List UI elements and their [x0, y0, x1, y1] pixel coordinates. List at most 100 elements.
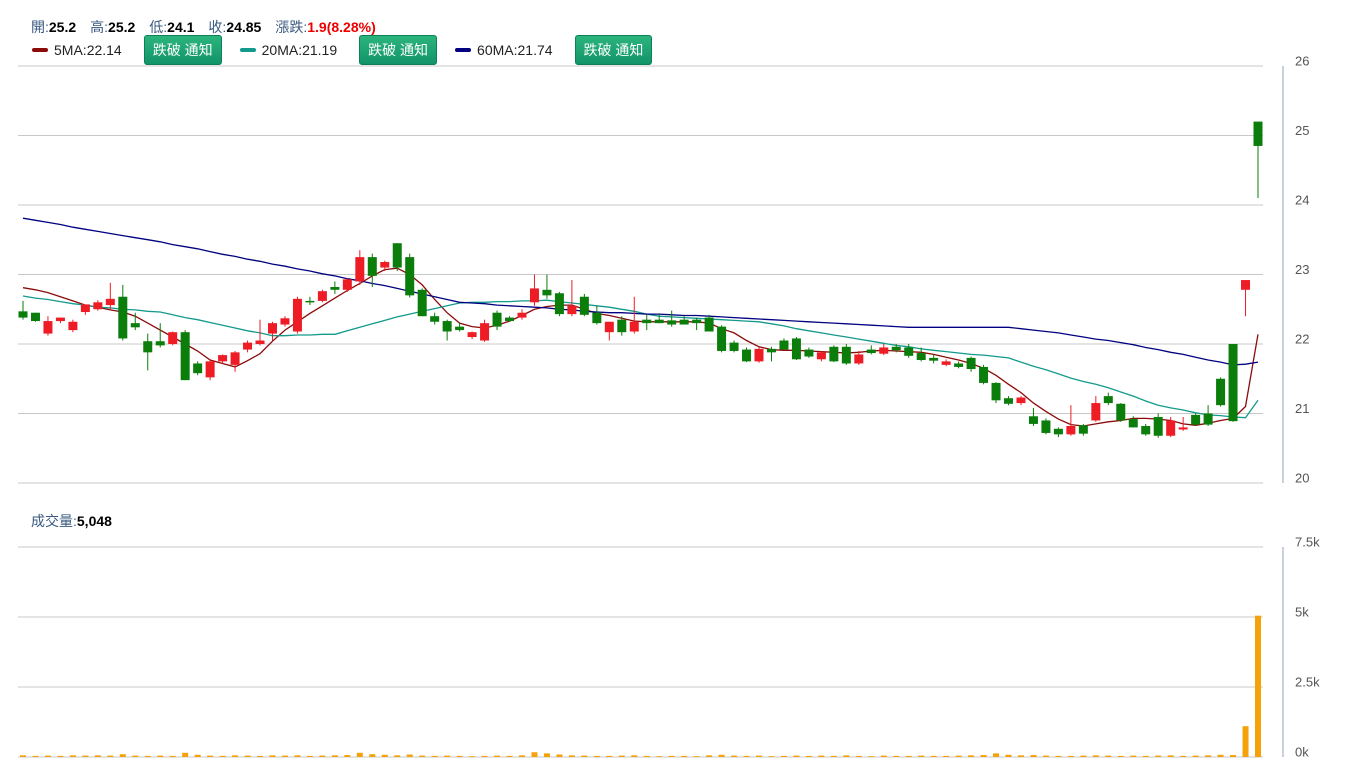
candle-body [704, 317, 714, 332]
candle-body [717, 326, 727, 351]
volume-bar [119, 754, 126, 757]
volume-bar [793, 755, 800, 757]
legend: 5MA: 22.14 跌破 通知 20MA: 21.19 跌破 通知 60MA: 21.74 跌… [32, 35, 670, 65]
candle-body [542, 289, 552, 296]
candle-body [579, 296, 589, 315]
volume-bar [1105, 755, 1112, 757]
volume-bar [1017, 755, 1024, 757]
candle-body [617, 319, 627, 333]
candle-body [367, 257, 377, 276]
candle-body [105, 298, 115, 306]
candle-body [380, 261, 390, 268]
volume-bar [157, 755, 164, 757]
volume-bar [1255, 615, 1261, 757]
volume-bar [69, 755, 76, 757]
y-tick-label: 2.5k [1295, 674, 1320, 689]
volume-bar [232, 755, 239, 757]
volume-bar [32, 755, 39, 757]
candle-body [118, 296, 128, 339]
candle-body [866, 349, 876, 354]
quote-value: 25.2 [108, 19, 136, 35]
legend-value: 22.14 [86, 42, 122, 58]
volume-bar [406, 754, 413, 757]
volume-bar [905, 755, 912, 757]
candle-body [1091, 403, 1101, 421]
volume-bar [993, 753, 1000, 757]
alert-button[interactable]: 跌破 通知 [359, 35, 438, 65]
volume-bar [855, 755, 862, 757]
legend-swatch [239, 48, 256, 52]
alert-button[interactable]: 跌破 通知 [574, 35, 653, 65]
volume-bar [294, 755, 301, 757]
ma-line [22, 267, 1259, 427]
quote-item: 開:25.2 [31, 19, 76, 35]
quote-bar: 開:25.2 高:25.2 低:24.1 收:24.85 漲跌:1.9(8.28%) [31, 17, 390, 37]
candle-body [829, 346, 839, 362]
candle-body [979, 366, 989, 383]
volume-bar [82, 755, 89, 757]
candle-body [18, 311, 28, 318]
candle-body [517, 312, 527, 318]
candle-body [929, 357, 939, 361]
candle-body [1178, 427, 1188, 430]
volume-bar [1005, 754, 1012, 757]
candle-body [30, 312, 40, 322]
volume-bar [581, 755, 588, 757]
candle-body [904, 347, 914, 356]
volume-bar [631, 755, 638, 757]
candle-body [1066, 426, 1076, 435]
candle-body [791, 338, 801, 360]
candle-body [442, 321, 452, 332]
candle-body [592, 312, 602, 324]
candle-body [854, 354, 864, 364]
candle-body [879, 347, 889, 354]
volume-bar [843, 755, 850, 757]
volume-bar [1080, 755, 1087, 757]
candle-body [604, 321, 614, 333]
candle-body [1116, 403, 1126, 421]
candle-body [679, 319, 689, 325]
volume-bar [893, 755, 900, 757]
candle-body [193, 363, 203, 374]
volume-bar [356, 752, 363, 757]
volume-bar [543, 753, 550, 757]
candle-body [255, 340, 265, 344]
candle-body [355, 257, 365, 282]
candle-body [1241, 280, 1251, 290]
quote-label: 開: [31, 19, 49, 35]
candle-body [230, 352, 240, 365]
volume-bar [1142, 755, 1149, 757]
candle-body [742, 349, 752, 362]
candle-body [455, 326, 465, 331]
volume-bar [568, 755, 575, 757]
candle-body [779, 340, 789, 350]
legend-label: 5MA: [54, 42, 87, 58]
candle-body [954, 363, 964, 367]
candle-body [267, 323, 277, 334]
volume-bar [57, 755, 64, 757]
quote-label: 高: [90, 19, 109, 35]
ma-line [22, 217, 1259, 366]
volume-bar [968, 755, 975, 757]
candle-body [1253, 121, 1263, 146]
volume-bar [431, 755, 438, 757]
candle-body [529, 288, 539, 303]
y-tick-label: 7.5k [1295, 534, 1320, 549]
volume-bar [980, 755, 987, 757]
alert-button[interactable]: 跌破 通知 [143, 35, 222, 65]
candle-body [816, 352, 826, 360]
volume-bar [1205, 755, 1212, 757]
volume-bar [1092, 755, 1099, 757]
quote-label: 低: [149, 19, 168, 35]
candle-body [554, 293, 564, 315]
volume-bar [182, 752, 189, 757]
volume-bar [194, 754, 201, 757]
candle-body [629, 321, 639, 332]
volume-bar [1055, 755, 1062, 757]
candle-body [891, 346, 901, 351]
candle-body [430, 316, 440, 322]
volume-bar [556, 754, 563, 757]
candle-body [405, 257, 415, 296]
candle-body [1191, 414, 1201, 425]
candle-body [55, 317, 65, 322]
